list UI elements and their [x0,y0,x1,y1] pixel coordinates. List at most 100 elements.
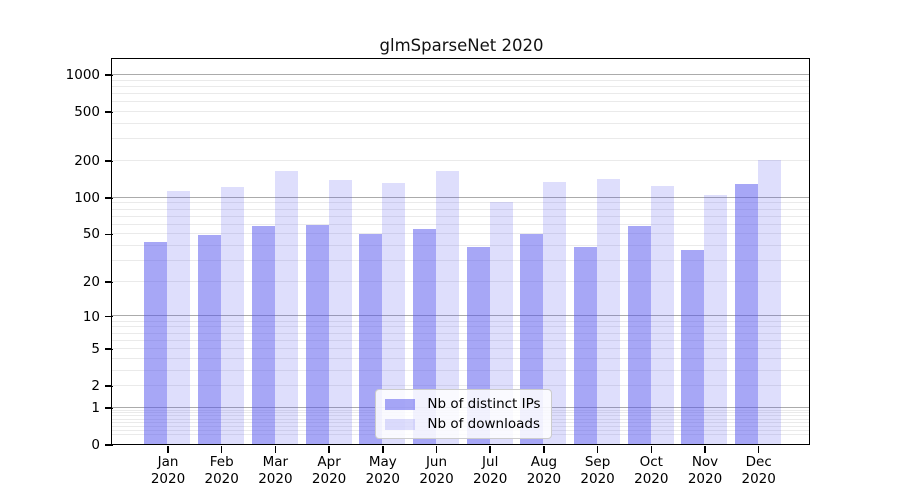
x-tick-mark [382,446,384,453]
legend-label: Nb of distinct IPs [427,396,541,413]
minor-gridline [112,208,810,210]
x-tick-mark [543,446,545,453]
x-tick-label: Apr 2020 [297,454,361,487]
minor-gridline [112,320,810,322]
y-tick-label: 2 [91,378,100,395]
x-tick-year: 2020 [258,470,293,487]
y-tick-label: 20 [82,273,100,290]
x-tick-year: 2020 [687,470,723,487]
x-tick-month: Jan [157,454,179,470]
minor-gridline [112,245,810,247]
x-tick-month: Dec [745,454,772,470]
y-tick-mark [105,160,113,162]
x-tick-year: 2020 [634,470,669,487]
x-tick-mark [596,446,599,453]
bar-distinct-ips [305,225,329,445]
x-tick-month: Jul [482,454,499,470]
x-tick-label: Oct 2020 [619,454,683,487]
x-tick-label: Sep 2020 [566,454,630,487]
minor-gridline [112,101,810,103]
minor-gridline [112,122,810,124]
bar-distinct-ips [627,226,651,445]
major-gridline [112,73,810,75]
minor-gridline [112,339,810,341]
x-tick-year: 2020 [204,470,239,487]
minor-gridline [112,385,810,387]
bar-downloads [274,170,298,445]
x-tick-month: Sep [584,454,611,470]
minor-gridline [112,332,810,334]
bar-downloads [221,186,245,445]
x-tick-mark [220,446,223,453]
minor-gridline [112,79,810,81]
minor-gridline [112,138,810,140]
x-tick-year: 2020 [150,470,186,487]
bar-downloads [382,182,406,445]
y-tick-label: 200 [74,153,100,169]
x-tick-month: Aug [530,454,558,470]
legend-swatch [385,398,416,410]
bar-distinct-ips [735,184,759,445]
bar-downloads [543,182,567,445]
bar-downloads [167,191,191,445]
bar-distinct-ips [198,234,222,445]
chart-title: glmSparseNet 2020 [379,36,544,55]
x-tick-month: Mar [262,454,289,470]
minor-gridline [112,347,810,349]
y-tick-label: 1 [91,399,100,416]
x-tick-year: 2020 [473,470,508,487]
y-tick-mark [105,111,113,113]
x-tick-mark [274,446,277,453]
legend-label: Nb of downloads [427,416,540,433]
x-tick-label: Jan 2020 [136,454,200,487]
bar-downloads [489,202,513,445]
minor-gridline [112,260,810,262]
x-tick-year: 2020 [419,470,454,487]
x-tick-year: 2020 [311,470,347,487]
y-tick-label: 1000 [65,67,100,84]
x-tick-mark [167,446,169,453]
y-tick-mark [105,444,113,446]
minor-gridline [112,111,810,112]
x-tick-mark [489,446,491,453]
x-tick-year: 2020 [365,470,400,487]
y-tick-mark [105,315,113,318]
x-tick-year: 2020 [580,470,615,487]
minor-gridline [112,369,810,371]
bar-downloads [435,171,459,445]
minor-gridline [112,159,810,161]
y-tick-mark [105,348,113,350]
minor-gridline [112,85,810,87]
bar-distinct-ips [681,249,705,445]
x-tick-mark [328,446,330,453]
bar-downloads [328,180,352,445]
bar-downloads [704,194,728,445]
major-gridline [112,196,810,198]
plot-area: Nb of distinct IPs Nb of downloads [111,58,811,446]
y-tick-mark [105,385,113,387]
y-tick-label: 0 [91,437,100,453]
x-tick-month: Oct [639,454,663,470]
y-tick-label: 500 [74,104,100,121]
x-tick-month: May [368,454,397,470]
bar-downloads [758,160,782,445]
x-tick-label: May 2020 [351,454,415,487]
x-tick-year: 2020 [741,470,776,487]
x-tick-label: Dec 2020 [727,454,791,487]
legend: Nb of distinct IPs Nb of downloads [375,389,552,440]
y-tick-mark [105,281,113,283]
minor-gridline [112,223,810,225]
x-tick-label: Aug 2020 [512,454,576,487]
bar-distinct-ips [574,246,597,445]
minor-gridline [112,326,810,328]
x-tick-year: 2020 [526,470,562,487]
x-tick-label: Feb 2020 [190,454,254,487]
x-tick-month: Nov [691,454,719,470]
y-tick-label: 100 [74,189,100,206]
x-tick-mark [650,446,653,453]
x-tick-mark [757,446,760,453]
bar-distinct-ips [251,226,275,445]
y-tick-label: 10 [82,308,100,325]
x-tick-month: Jun [425,454,448,470]
